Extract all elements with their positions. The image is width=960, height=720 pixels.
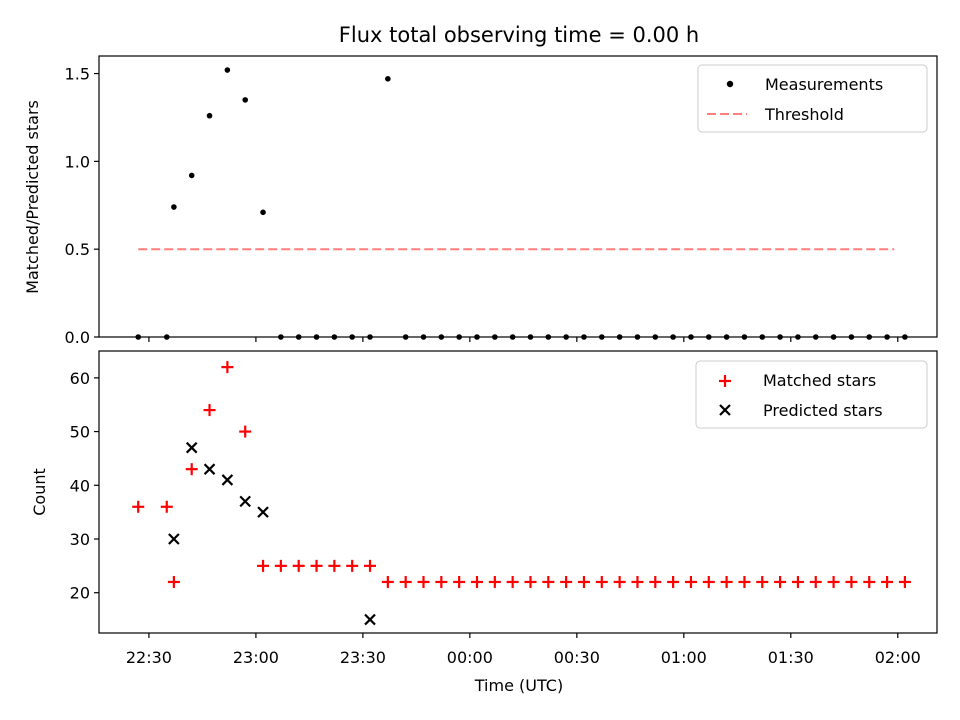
matched-star-point (809, 575, 822, 588)
matched-star-point (595, 575, 608, 588)
y-tick-label: 50 (70, 423, 90, 442)
predicted-star-point (364, 613, 376, 626)
matched-star-point (791, 575, 804, 588)
matched-star-point (239, 425, 252, 438)
top-panel: 0.0 0.5 1.0 1.5 Matched/Predicted stars Mea… (23, 55, 938, 347)
bottom-y-axis-label: Count (30, 468, 49, 516)
bottom-x-ticks: 22:30 23:00 23:30 00:00 00:30 01:00 01:30 02:00 (126, 633, 921, 667)
matched-star-point (881, 575, 894, 588)
x-tick-label: 02:00 (875, 648, 921, 667)
matched-star-point (667, 575, 680, 588)
legend-plus-marker (719, 375, 731, 387)
top-plot-frame (98, 55, 938, 338)
measurement-point (260, 209, 266, 216)
matched-star-point (827, 575, 840, 588)
y-tick-label: 1.0 (65, 152, 90, 171)
x-tick-label: 01:00 (661, 648, 707, 667)
matched-star-point (542, 575, 555, 588)
matched-star-point (435, 575, 448, 588)
matched-star-point (364, 559, 377, 572)
matched-star-point (577, 575, 590, 588)
measurement-point (206, 112, 213, 119)
predicted-star-point (203, 463, 216, 475)
matched-star-point (453, 575, 466, 588)
x-tick-label: 01:30 (768, 648, 814, 667)
bottom-y-ticks: 20 30 40 50 60 (70, 369, 99, 603)
measurement-point (242, 97, 249, 103)
predicted-star-point (239, 495, 251, 508)
matched-star-point (506, 575, 519, 588)
matched-star-point (774, 575, 787, 588)
matched-star-point (346, 559, 359, 572)
legend-dot-marker (726, 80, 734, 88)
matched-star-point (257, 559, 270, 572)
y-tick-label: 60 (70, 369, 90, 388)
count-series (132, 361, 911, 626)
matched-star-point (613, 575, 626, 588)
matched-star-point (221, 361, 234, 374)
matched-star-point (863, 575, 876, 588)
chart-title: Flux total observing time = 0.00 h (339, 23, 699, 47)
bottom-panel: 20 30 40 50 60 22:30 23:00 23:30 00:00 00:30 01:0… (30, 350, 938, 695)
top-x-ticks (148, 337, 899, 342)
predicted-star-point (257, 506, 269, 518)
matched-star-point (488, 575, 501, 588)
matched-star-point (185, 463, 198, 476)
matched-star-point (381, 575, 394, 588)
x-tick-label: 00:30 (554, 648, 600, 667)
matched-star-point (684, 575, 697, 588)
bottom-legend: Matched stars Predicted stars (695, 360, 928, 429)
top-legend: Measurements Threshold (697, 64, 928, 133)
predicted-star-point (185, 441, 198, 454)
matched-star-point (310, 559, 323, 572)
y-tick-label: 0.0 (65, 328, 90, 347)
matched-star-point (274, 559, 287, 572)
measurement-point (188, 172, 195, 179)
x-tick-label: 23:00 (233, 648, 279, 667)
legend-label-predicted-stars: Predicted stars (763, 401, 883, 420)
y-tick-label: 30 (70, 530, 90, 549)
matched-star-point (203, 404, 216, 417)
matched-star-point (328, 559, 341, 572)
matched-star-point (560, 575, 573, 588)
matched-star-point (470, 575, 483, 588)
x-tick-label: 00:00 (447, 648, 493, 667)
measurement-point (224, 67, 231, 73)
top-y-axis-label: Matched/Predicted stars (23, 100, 42, 294)
matched-star-point (399, 575, 412, 588)
legend-label-measurements: Measurements (765, 75, 883, 94)
legend-label-matched-stars: Matched stars (763, 371, 876, 390)
matched-star-point (292, 559, 305, 572)
matched-star-point (898, 575, 911, 588)
legend-label-threshold: Threshold (764, 105, 844, 124)
matched-star-point (524, 575, 537, 588)
legend-x-marker (719, 404, 731, 416)
matched-star-point (702, 575, 715, 588)
y-tick-label: 20 (70, 584, 90, 603)
measurement-point (171, 204, 177, 210)
y-tick-label: 1.5 (65, 65, 90, 84)
matched-star-point (132, 500, 145, 513)
y-tick-label: 40 (70, 476, 90, 495)
matched-star-point (631, 575, 644, 588)
top-y-ticks: 0.0 0.5 1.0 1.5 (65, 65, 99, 347)
x-tick-label: 22:30 (126, 648, 172, 667)
measurement-point (385, 76, 391, 82)
matched-star-point (649, 575, 662, 588)
matched-star-point (160, 500, 173, 513)
predicted-star-point (168, 533, 180, 545)
matched-star-point (845, 575, 858, 588)
matched-star-point (720, 575, 733, 588)
matched-star-point (167, 575, 180, 588)
matched-star-point (417, 575, 430, 588)
bottom-plot-frame (98, 350, 938, 634)
x-axis-label: Time (UTC) (474, 676, 563, 695)
x-tick-label: 23:30 (340, 648, 386, 667)
y-tick-label: 0.5 (65, 240, 90, 259)
matched-star-point (756, 575, 769, 588)
predicted-star-point (221, 474, 234, 486)
matched-star-point (738, 575, 751, 588)
